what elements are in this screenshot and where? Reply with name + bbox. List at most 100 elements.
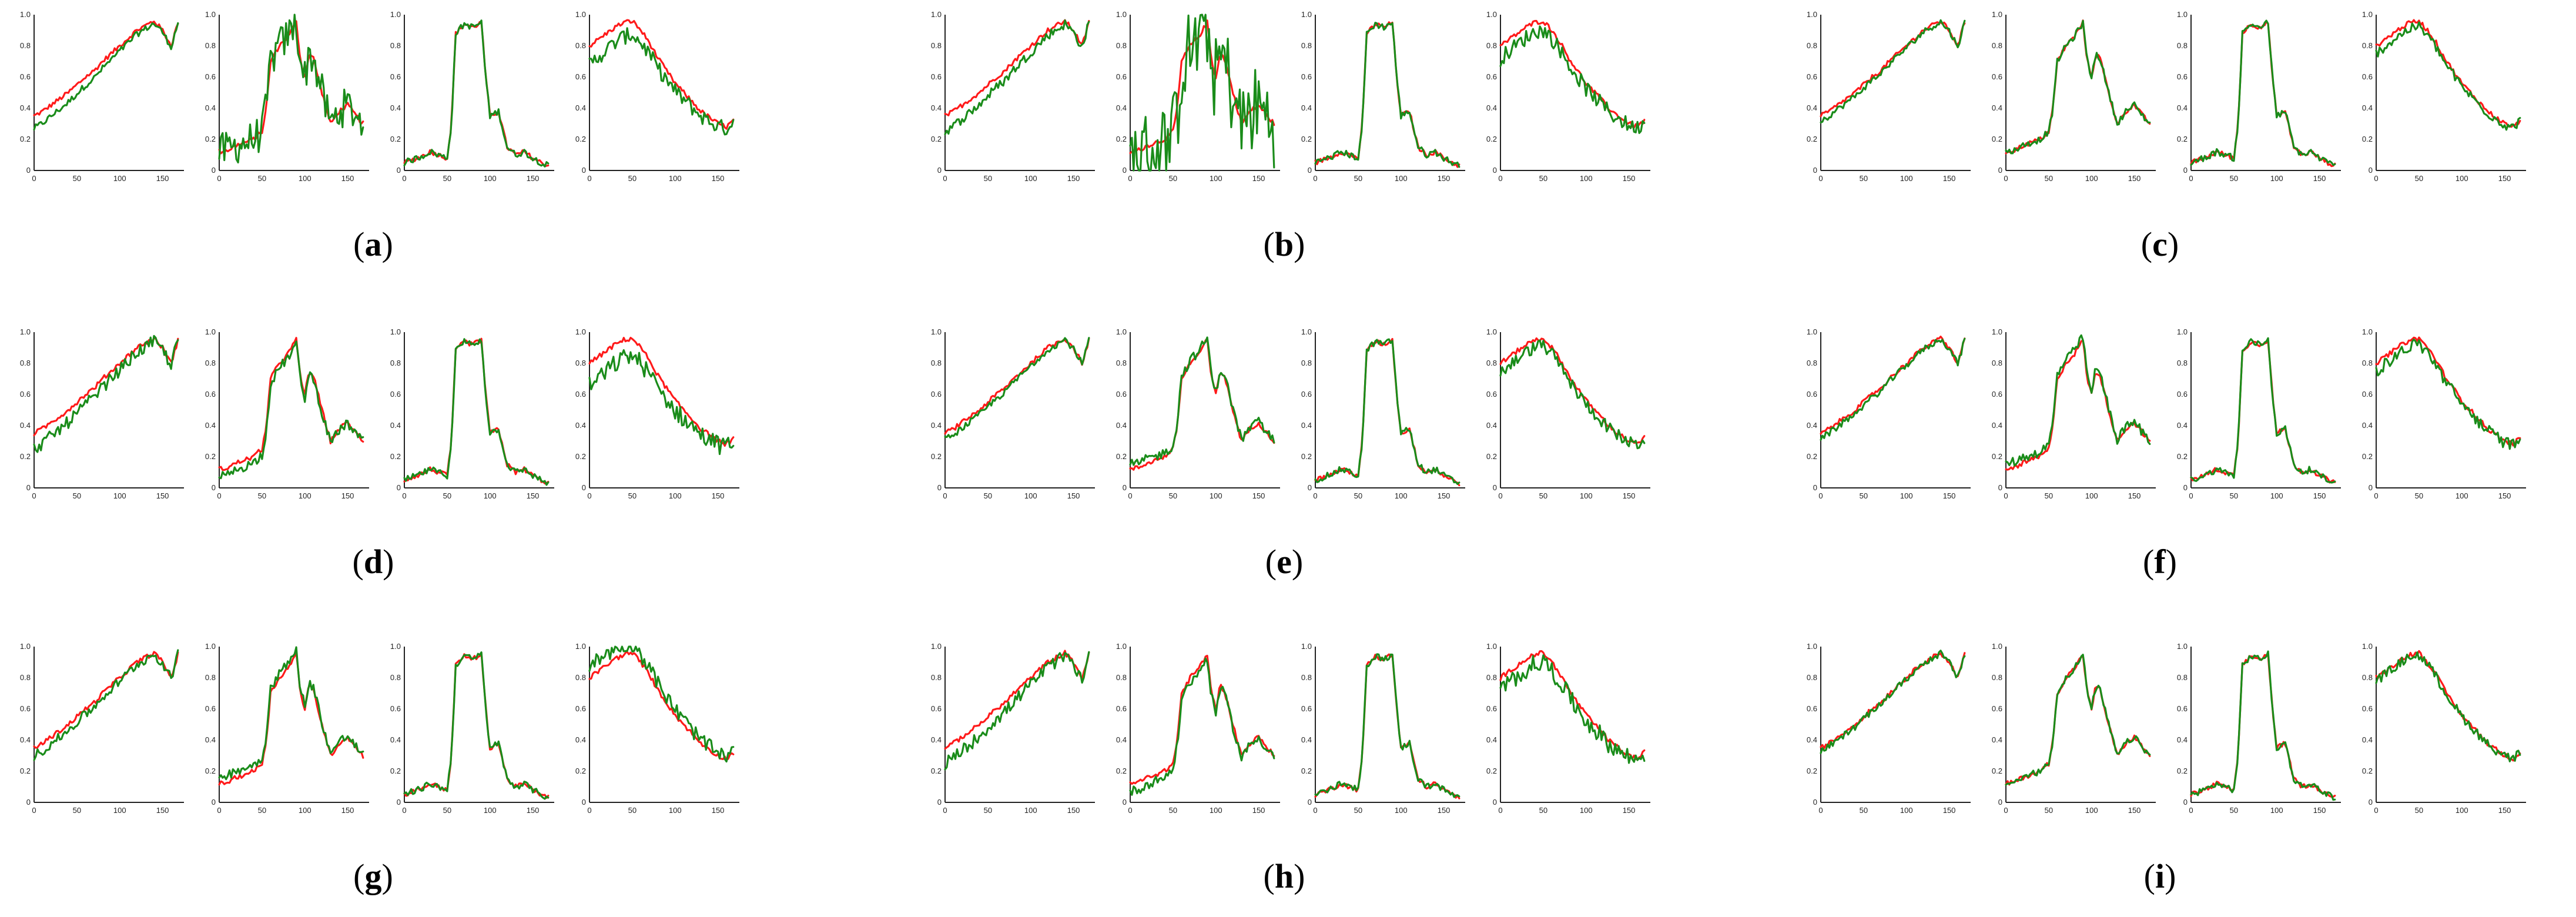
subplot-peaked: 0 0.2 0.4 0.6 0.8 1.0 0 50 100 150 bbox=[1992, 642, 2156, 815]
x-tick-label: 150 bbox=[2128, 491, 2141, 500]
y-tick-label: 0.2 bbox=[1807, 452, 1817, 461]
prediction-line bbox=[944, 19, 1090, 135]
y-tick-label: 1.0 bbox=[20, 10, 31, 19]
y-tick-label: 0.6 bbox=[1116, 704, 1127, 713]
y-tick-label: 0.6 bbox=[390, 704, 401, 713]
subplot-plateau: 0 0.2 0.4 0.6 0.8 1.0 0 50 100 150 bbox=[390, 642, 554, 815]
y-tick-label: 0.6 bbox=[1301, 704, 1312, 713]
x-tick-label: 0 bbox=[1313, 491, 1317, 500]
y-tick-label: 0 bbox=[937, 483, 942, 492]
y-tick-label: 0.2 bbox=[575, 452, 586, 461]
y-tick-label: 0 bbox=[1493, 166, 1497, 175]
y-tick-label: 0.6 bbox=[575, 72, 586, 81]
y-tick-label: 0.4 bbox=[205, 103, 216, 112]
y-tick-label: 0.4 bbox=[1486, 103, 1497, 112]
x-tick-label: 50 bbox=[2415, 491, 2423, 500]
x-tick-label: 100 bbox=[113, 174, 126, 183]
y-tick-label: 0 bbox=[1493, 798, 1497, 806]
x-tick-label: 150 bbox=[1438, 491, 1451, 500]
subplot-rising: 0 0.2 0.4 0.6 0.8 1.0 0 50 100 150 bbox=[20, 642, 184, 815]
x-tick-label: 50 bbox=[2045, 806, 2053, 815]
x-tick-label: 150 bbox=[2313, 174, 2326, 183]
y-tick-label: 0.2 bbox=[931, 452, 942, 461]
prediction-line bbox=[1820, 19, 1966, 123]
y-tick-label: 0.6 bbox=[20, 704, 31, 713]
y-tick-label: 0.4 bbox=[205, 421, 216, 430]
y-tick-label: 0.6 bbox=[1116, 72, 1127, 81]
x-tick-label: 100 bbox=[1900, 806, 1913, 815]
y-tick-label: 0.8 bbox=[20, 41, 31, 50]
x-tick-label: 100 bbox=[2085, 491, 2098, 500]
y-tick-label: 0.4 bbox=[20, 103, 31, 112]
y-tick-label: 0.2 bbox=[1486, 452, 1497, 461]
x-tick-label: 150 bbox=[341, 174, 354, 183]
x-tick-label: 0 bbox=[2189, 491, 2193, 500]
x-tick-label: 0 bbox=[2189, 806, 2193, 815]
x-tick-label: 0 bbox=[1498, 174, 1502, 183]
prediction-line bbox=[1129, 657, 1275, 796]
y-tick-label: 0.4 bbox=[931, 735, 942, 744]
prediction-line bbox=[588, 27, 735, 136]
x-tick-label: 0 bbox=[1128, 174, 1132, 183]
x-tick-label: 100 bbox=[2085, 174, 2098, 183]
y-tick-label: 0 bbox=[1308, 483, 1312, 492]
y-tick-label: 0.4 bbox=[205, 735, 216, 744]
y-tick-label: 0 bbox=[1123, 798, 1127, 806]
y-tick-label: 0.8 bbox=[1486, 41, 1497, 50]
x-tick-label: 100 bbox=[2456, 806, 2468, 815]
subplot-peaked: 0 0.2 0.4 0.6 0.8 1.0 0 50 100 150 bbox=[205, 10, 369, 183]
y-tick-label: 0.6 bbox=[1301, 72, 1312, 81]
y-tick-label: 0.4 bbox=[1992, 421, 2002, 430]
prediction-line bbox=[1820, 650, 1966, 754]
y-tick-label: 0 bbox=[2369, 166, 2373, 175]
y-tick-label: 1.0 bbox=[1116, 642, 1127, 651]
y-tick-label: 0.8 bbox=[205, 359, 216, 367]
y-tick-label: 0.2 bbox=[2177, 135, 2188, 143]
y-tick-label: 0.2 bbox=[1486, 767, 1497, 775]
x-tick-label: 100 bbox=[1210, 806, 1222, 815]
y-tick-label: 0 bbox=[26, 483, 31, 492]
y-tick-label: 0.8 bbox=[575, 359, 586, 367]
y-tick-label: 0.8 bbox=[1301, 359, 1312, 367]
subplot-peaked: 0 0.2 0.4 0.6 0.8 1.0 0 50 100 150 bbox=[1116, 642, 1280, 815]
panel-e: 0 0.2 0.4 0.6 0.8 1.0 0 50 100 150 0 0.2 0.4 0.6 0.8 1.… bbox=[931, 327, 1650, 581]
x-tick-label: 50 bbox=[1354, 806, 1362, 815]
y-tick-label: 0.4 bbox=[20, 735, 31, 744]
y-tick-label: 0 bbox=[2369, 798, 2373, 806]
y-tick-label: 1.0 bbox=[931, 642, 942, 651]
y-tick-label: 1.0 bbox=[1992, 327, 2002, 336]
y-tick-label: 1.0 bbox=[205, 642, 216, 651]
prediction-line bbox=[1129, 14, 1275, 172]
x-tick-label: 0 bbox=[943, 806, 947, 815]
x-tick-label: 50 bbox=[628, 174, 637, 183]
y-tick-label: 0.4 bbox=[1807, 103, 1817, 112]
y-tick-label: 1.0 bbox=[390, 10, 401, 19]
prediction-line bbox=[2190, 19, 2336, 166]
reference-line bbox=[588, 19, 735, 130]
x-tick-label: 100 bbox=[484, 491, 497, 500]
subplot-peaked: 0 0.2 0.4 0.6 0.8 1.0 0 50 100 150 bbox=[1992, 327, 2156, 500]
prediction-line bbox=[1820, 337, 1966, 441]
y-tick-label: 0.2 bbox=[1807, 767, 1817, 775]
y-tick-label: 0 bbox=[212, 483, 216, 492]
x-tick-label: 150 bbox=[2128, 806, 2141, 815]
y-tick-label: 0 bbox=[2183, 166, 2188, 175]
y-tick-label: 0.6 bbox=[2177, 390, 2188, 399]
x-tick-label: 50 bbox=[73, 174, 81, 183]
y-tick-label: 1.0 bbox=[575, 642, 586, 651]
reference-line bbox=[588, 651, 735, 761]
x-tick-label: 150 bbox=[2313, 806, 2326, 815]
x-tick-label: 50 bbox=[2045, 174, 2053, 183]
y-tick-label: 0.2 bbox=[1486, 135, 1497, 143]
x-tick-label: 100 bbox=[484, 174, 497, 183]
x-tick-label: 150 bbox=[1623, 491, 1636, 500]
subplot-plateau: 0 0.2 0.4 0.6 0.8 1.0 0 50 100 150 bbox=[1301, 10, 1465, 183]
y-tick-label: 1.0 bbox=[1301, 10, 1312, 19]
y-tick-label: 0.4 bbox=[1116, 421, 1127, 430]
y-tick-label: 0 bbox=[1308, 166, 1312, 175]
x-tick-label: 150 bbox=[2128, 174, 2141, 183]
y-tick-label: 0.2 bbox=[1992, 767, 2002, 775]
y-tick-label: 1.0 bbox=[20, 642, 31, 651]
y-tick-label: 0 bbox=[2369, 483, 2373, 492]
x-tick-label: 150 bbox=[1623, 174, 1636, 183]
